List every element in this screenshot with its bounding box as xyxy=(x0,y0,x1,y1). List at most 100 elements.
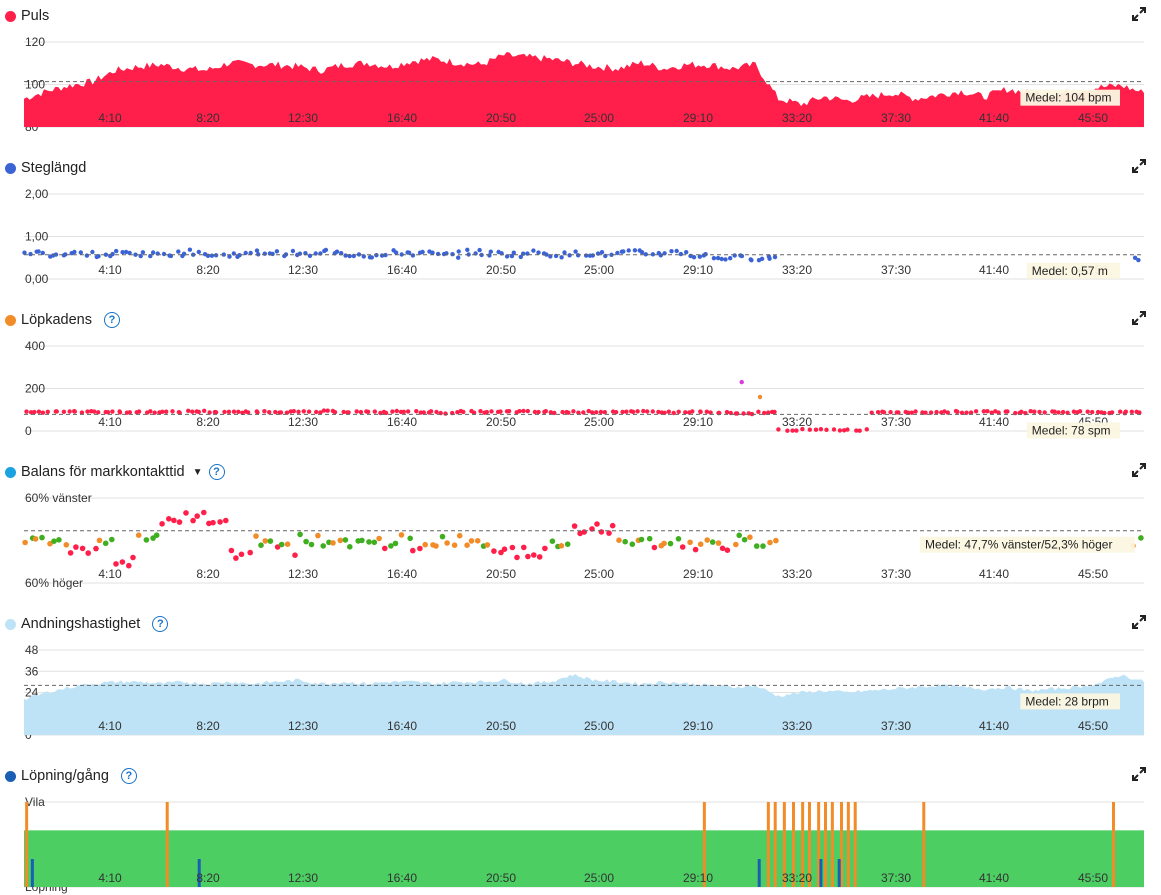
lopkadens-point xyxy=(67,409,72,414)
help-icon[interactable]: ? xyxy=(152,616,169,632)
steglangd-point xyxy=(450,252,455,257)
lopkadens-point xyxy=(207,410,212,415)
panel-balans: Balans för markkontakttid ▼ ? xyxy=(0,456,1161,608)
expand-icon[interactable] xyxy=(1131,462,1147,478)
x-tick-label: 33:20 xyxy=(782,719,812,733)
y-tick-label: 36 xyxy=(25,664,39,678)
steglangd-point xyxy=(22,250,27,255)
lopkadens-point xyxy=(1056,410,1061,415)
balance-point xyxy=(581,529,587,535)
lopkadens-point xyxy=(869,410,874,415)
steglangd-point xyxy=(767,256,772,261)
steglangd-point xyxy=(772,254,778,260)
balance-point xyxy=(571,523,578,529)
help-icon[interactable]: ? xyxy=(208,464,225,480)
lopkadens-point xyxy=(455,410,460,415)
lopkadens-point xyxy=(36,409,42,414)
balance-point xyxy=(675,536,682,542)
steglangd-point xyxy=(615,250,620,256)
lopkadens-point xyxy=(1060,409,1066,415)
expand-icon[interactable] xyxy=(1131,614,1147,630)
balance-point xyxy=(536,554,543,560)
expand-icon[interactable] xyxy=(1131,310,1147,326)
balance-point xyxy=(444,540,450,546)
steglangd-point xyxy=(274,249,280,254)
panel-title: Andningshastighet xyxy=(21,616,141,632)
dropdown-arrow-icon[interactable]: ▼ xyxy=(192,466,203,478)
lopkadens-point xyxy=(1028,409,1033,414)
balance-point xyxy=(171,517,177,524)
lopkadens-point xyxy=(262,409,267,414)
y-tick-label: 1,00 xyxy=(25,230,49,244)
steglangd-point xyxy=(383,252,388,258)
lopkadens-point xyxy=(1065,410,1070,415)
lopkadens-point xyxy=(325,408,330,413)
x-tick-label: 29:10 xyxy=(683,871,713,885)
steglangd-point xyxy=(187,247,193,252)
x-tick-label: 8:20 xyxy=(196,415,220,429)
balance-point xyxy=(767,539,773,546)
balance-point xyxy=(422,541,429,548)
balance-point xyxy=(433,543,439,549)
lopkadens-point xyxy=(1123,409,1129,414)
steglangd-point xyxy=(28,251,33,257)
lopkadens-point xyxy=(79,410,85,415)
lopkadens-point xyxy=(818,427,824,432)
x-tick-label: 20:50 xyxy=(486,263,516,277)
x-tick-label: 29:10 xyxy=(683,263,713,277)
lopkadens-point xyxy=(72,409,78,414)
lopkadens-point xyxy=(506,409,512,414)
expand-icon[interactable] xyxy=(1131,766,1147,782)
lopkadens-point xyxy=(291,409,296,414)
panel-title: Löpkadens xyxy=(21,312,92,328)
x-tick-label: 25:00 xyxy=(584,719,614,733)
lopkadens-point xyxy=(321,408,327,413)
x-tick-label: 37:30 xyxy=(881,871,911,885)
steglangd-point xyxy=(1132,255,1138,260)
steglangd-point xyxy=(270,251,275,257)
balance-point xyxy=(464,542,470,548)
average-label: Medel: 0,57 m xyxy=(1032,264,1108,278)
lopkadens-point xyxy=(405,409,411,414)
panel-header: Puls xyxy=(5,4,49,28)
lopkadens-point xyxy=(909,410,914,415)
x-tick-label: 29:10 xyxy=(683,719,713,733)
x-tick-label: 16:40 xyxy=(387,263,417,277)
steglangd-point xyxy=(36,249,41,254)
lopkadens-point xyxy=(824,427,829,432)
lopkadens-point xyxy=(177,410,182,415)
y-tick-label: 60% höger xyxy=(25,576,83,590)
panel-header: Balans för markkontakttid ▼ ? xyxy=(5,460,225,484)
lopkadens-point xyxy=(1077,409,1083,414)
average-label: Medel: 78 spm xyxy=(1032,423,1111,437)
help-icon[interactable]: ? xyxy=(103,312,120,328)
x-tick-label: 33:20 xyxy=(782,415,812,429)
lopkadens-point xyxy=(1109,410,1115,415)
lopkadens-point xyxy=(24,409,29,414)
balance-point xyxy=(392,540,399,547)
help-icon[interactable]: ? xyxy=(120,768,137,784)
x-tick-label: 20:50 xyxy=(486,719,516,733)
steglangd-point xyxy=(213,253,219,258)
balance-point xyxy=(501,546,508,552)
balance-point xyxy=(183,510,189,516)
balance-point xyxy=(598,529,605,535)
expand-icon[interactable] xyxy=(1131,6,1147,22)
steglangd-point xyxy=(420,249,425,255)
expand-icon[interactable] xyxy=(1131,158,1147,174)
running-bar xyxy=(757,859,761,887)
x-tick-label: 12:30 xyxy=(288,567,318,581)
lopkadens-point xyxy=(698,409,703,415)
balance-point xyxy=(337,537,344,544)
lopkadens-point xyxy=(117,410,123,415)
lopkadens-point xyxy=(1052,409,1057,414)
x-tick-label: 4:10 xyxy=(98,567,122,581)
panel-title: Balans för markkontakttid xyxy=(21,464,185,480)
lopkadens-point xyxy=(576,410,581,415)
balance-point xyxy=(1138,535,1144,541)
lopkadens-point xyxy=(1032,409,1037,414)
balance-point xyxy=(308,541,315,548)
lopkadens-point xyxy=(785,428,790,433)
steglangd-point xyxy=(406,250,412,255)
